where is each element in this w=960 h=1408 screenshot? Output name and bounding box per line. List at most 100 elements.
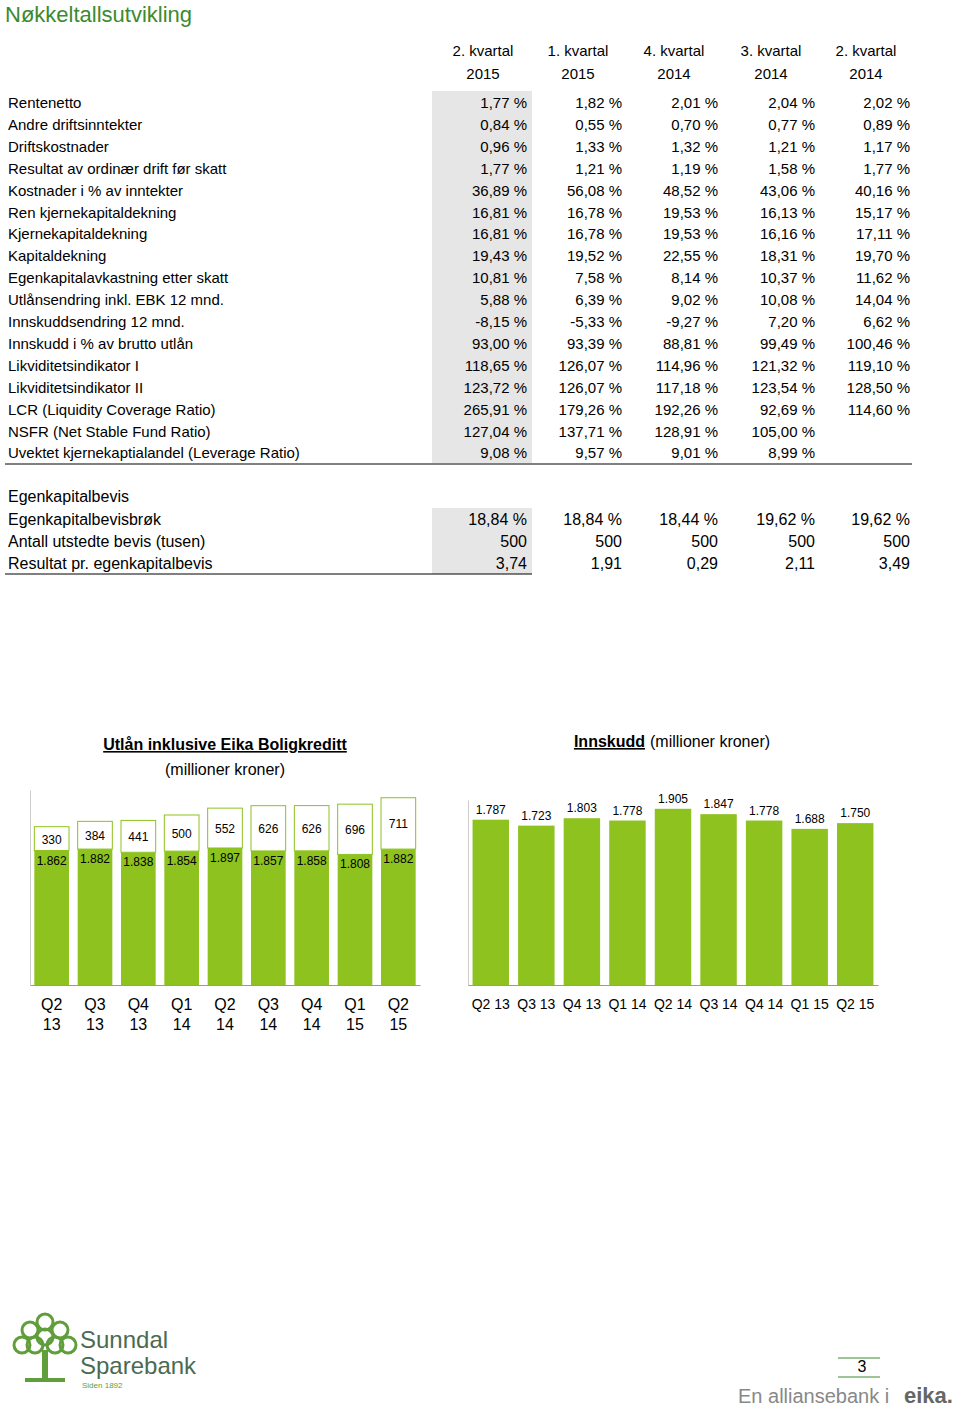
tick: Q313 xyxy=(84,985,105,1033)
row-label: Likviditetsindikator II xyxy=(8,379,143,396)
data-label: 1.808 xyxy=(340,857,370,871)
cell: 0,29 xyxy=(687,555,718,572)
cell: 15,17 % xyxy=(855,204,910,221)
cell: 19,53 % xyxy=(663,204,718,221)
logo-base xyxy=(25,1378,65,1382)
cell: -5,33 % xyxy=(570,313,622,330)
cell: 179,26 % xyxy=(559,401,622,418)
data-label: 1.787 xyxy=(476,803,506,817)
cell: 43,06 % xyxy=(760,182,815,199)
cell: 36,89 % xyxy=(472,182,527,199)
cell: 137,71 % xyxy=(559,423,622,440)
bar xyxy=(78,849,113,985)
cell: 126,07 % xyxy=(559,379,622,396)
cell: 2,01 % xyxy=(671,94,718,111)
bar xyxy=(251,806,286,851)
cell: 8,99 % xyxy=(768,444,815,461)
column-shade xyxy=(432,91,532,463)
cell: 93,00 % xyxy=(472,335,527,352)
cell: 0,77 % xyxy=(768,116,815,133)
data-label: 500 xyxy=(172,827,192,841)
cell: 9,57 % xyxy=(575,444,622,461)
tick-label: Q2 14 xyxy=(654,996,692,1012)
tick: Q3 14 xyxy=(699,985,737,1012)
row-label: LCR (Liquidity Coverage Ratio) xyxy=(8,401,216,418)
cell: 500 xyxy=(691,533,718,550)
data-label: 1.858 xyxy=(297,854,327,868)
data-label: 626 xyxy=(258,822,278,836)
cell: 9,02 % xyxy=(671,291,718,308)
bar xyxy=(121,820,156,852)
data-label: 711 xyxy=(389,817,408,831)
bar xyxy=(473,820,509,985)
data-label: 441 xyxy=(128,830,148,844)
cell: 1,21 % xyxy=(575,160,622,177)
tick: Q1 15 xyxy=(791,985,829,1012)
tick-label: Q414 xyxy=(301,996,322,1032)
row-label: Kostnader i % av inntekter xyxy=(8,182,183,199)
cell: 19,43 % xyxy=(472,247,527,264)
x-axis: Q2 13Q3 13Q4 13Q1 14Q2 14Q3 14Q4 14Q1 15… xyxy=(469,985,879,1012)
column-year: 2015 xyxy=(466,65,499,82)
column-quarter: 2. kvartal xyxy=(836,42,897,59)
cell: 19,62 % xyxy=(756,511,815,528)
bank-name: Sparebank xyxy=(80,1352,197,1379)
row-label: Ren kjernekapitaldekning xyxy=(8,204,176,221)
cell: 88,81 % xyxy=(663,335,718,352)
cell: 1,21 % xyxy=(768,138,815,155)
row-label: Egenkapitalbevisbrøk xyxy=(8,511,162,528)
axis-line xyxy=(468,801,469,986)
bar xyxy=(655,809,691,985)
row-label: Rentenetto xyxy=(8,94,81,111)
page-rule xyxy=(838,1358,880,1359)
tick: Q314 xyxy=(258,985,279,1033)
bank-since: Siden 1892 xyxy=(82,1381,123,1390)
chart-title: Utlån inklusive Eika Boligkreditt xyxy=(103,736,347,753)
cell: 121,32 % xyxy=(752,357,815,374)
row-label: Andre driftsinntekter xyxy=(8,116,142,133)
tick-label: Q1 15 xyxy=(791,996,829,1012)
row-label: Kapitaldekning xyxy=(8,247,106,264)
tick-label: Q4 14 xyxy=(745,996,783,1012)
cell: 7,20 % xyxy=(768,313,815,330)
page: Nøkkeltallsutvikling2. kvartal20151. kva… xyxy=(0,0,960,1408)
cell: 1,33 % xyxy=(575,138,622,155)
tick: Q4 13 xyxy=(563,985,601,1012)
cell: 9,01 % xyxy=(671,444,718,461)
cell: 19,53 % xyxy=(663,225,718,242)
chart: Utlån inklusive Eika Boligkreditt(millio… xyxy=(31,736,421,1033)
tick-label: Q214 xyxy=(214,996,235,1032)
bar xyxy=(251,851,286,985)
page-rule xyxy=(838,1377,880,1378)
cell: 6,39 % xyxy=(575,291,622,308)
cell: 19,52 % xyxy=(567,247,622,264)
column-quarter: 4. kvartal xyxy=(644,42,705,59)
cell: 9,08 % xyxy=(480,444,527,461)
cell: 18,84 % xyxy=(468,511,527,528)
cell: 126,07 % xyxy=(559,357,622,374)
cell: 0,96 % xyxy=(480,138,527,155)
cell: 119,10 % xyxy=(848,357,910,374)
cell: 11,62 % xyxy=(856,269,910,286)
tick-label: Q114 xyxy=(171,996,192,1032)
cell: 1,91 xyxy=(591,555,622,572)
cell: 0,70 % xyxy=(671,116,718,133)
tick-label: Q4 13 xyxy=(563,996,601,1012)
cell: 19,62 % xyxy=(851,511,910,528)
y-axis xyxy=(468,801,469,986)
cell: 2,02 % xyxy=(863,94,910,111)
bar xyxy=(564,818,600,985)
data-label: 1.803 xyxy=(567,801,597,815)
data-label: 330 xyxy=(42,833,62,847)
cell: 2,04 % xyxy=(768,94,815,111)
tick: Q2 15 xyxy=(836,985,874,1012)
tick: Q115 xyxy=(344,985,365,1033)
cell: 16,13 % xyxy=(760,204,815,221)
data-label: 1.882 xyxy=(80,852,110,866)
cell: 1,82 % xyxy=(575,94,622,111)
logo-leaf xyxy=(37,1329,53,1345)
data-label: 1.838 xyxy=(123,855,153,869)
cell: 114,96 % xyxy=(656,357,718,374)
bar xyxy=(837,823,873,985)
tick: Q2 13 xyxy=(472,985,510,1012)
